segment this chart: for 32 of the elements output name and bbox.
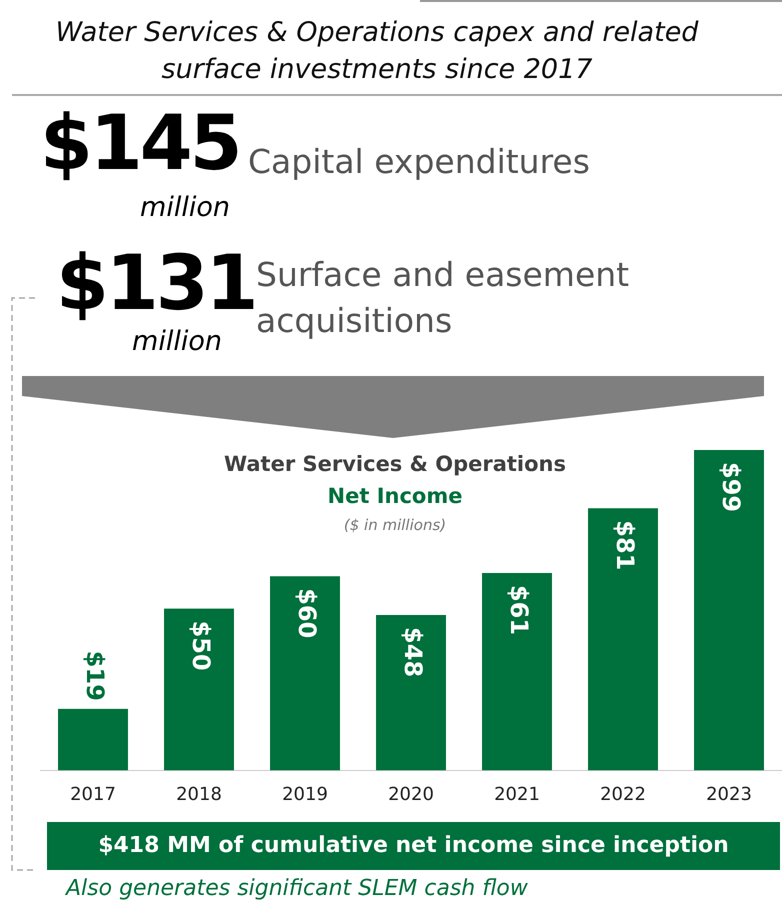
x-tick-label: 2019 (282, 784, 328, 805)
data-label: $50 (186, 620, 215, 671)
bar (58, 708, 128, 770)
text: million (131, 326, 222, 357)
x-tick-label: 2018 (176, 784, 222, 805)
bar (482, 572, 552, 770)
data-label: $81 (610, 520, 639, 570)
x-tick-label: 2020 (388, 784, 434, 805)
bar (588, 508, 658, 770)
data-label: $48 (398, 627, 427, 678)
bar (694, 450, 764, 770)
data-label: $19 (80, 650, 109, 701)
text: Surface and easement acquisitions (256, 254, 630, 342)
text: $131 (56, 238, 256, 327)
bar (270, 576, 340, 770)
text: Capital expenditures (248, 142, 590, 181)
text: Also generates significant SLEM cash flow (66, 876, 528, 901)
bar (376, 615, 446, 770)
x-tick-label: 2021 (494, 784, 540, 805)
x-tick-label: 2022 (600, 784, 646, 805)
text: Water Services & Operations capex and related surface investments since 2017 (54, 16, 700, 87)
data-label: $61 (504, 584, 533, 636)
data-label: $60 (292, 588, 321, 638)
bar (164, 608, 234, 770)
data-label: $99 (716, 462, 745, 512)
annotation: ($ in millions) (342, 516, 448, 534)
text: Net Income (326, 484, 464, 508)
text: $145 (40, 98, 240, 187)
x-tick-label: 2017 (70, 784, 116, 805)
chart-title: Water Services & Operations (222, 452, 568, 476)
x-tick-label: 2023 (706, 784, 752, 805)
text: million (139, 192, 230, 223)
